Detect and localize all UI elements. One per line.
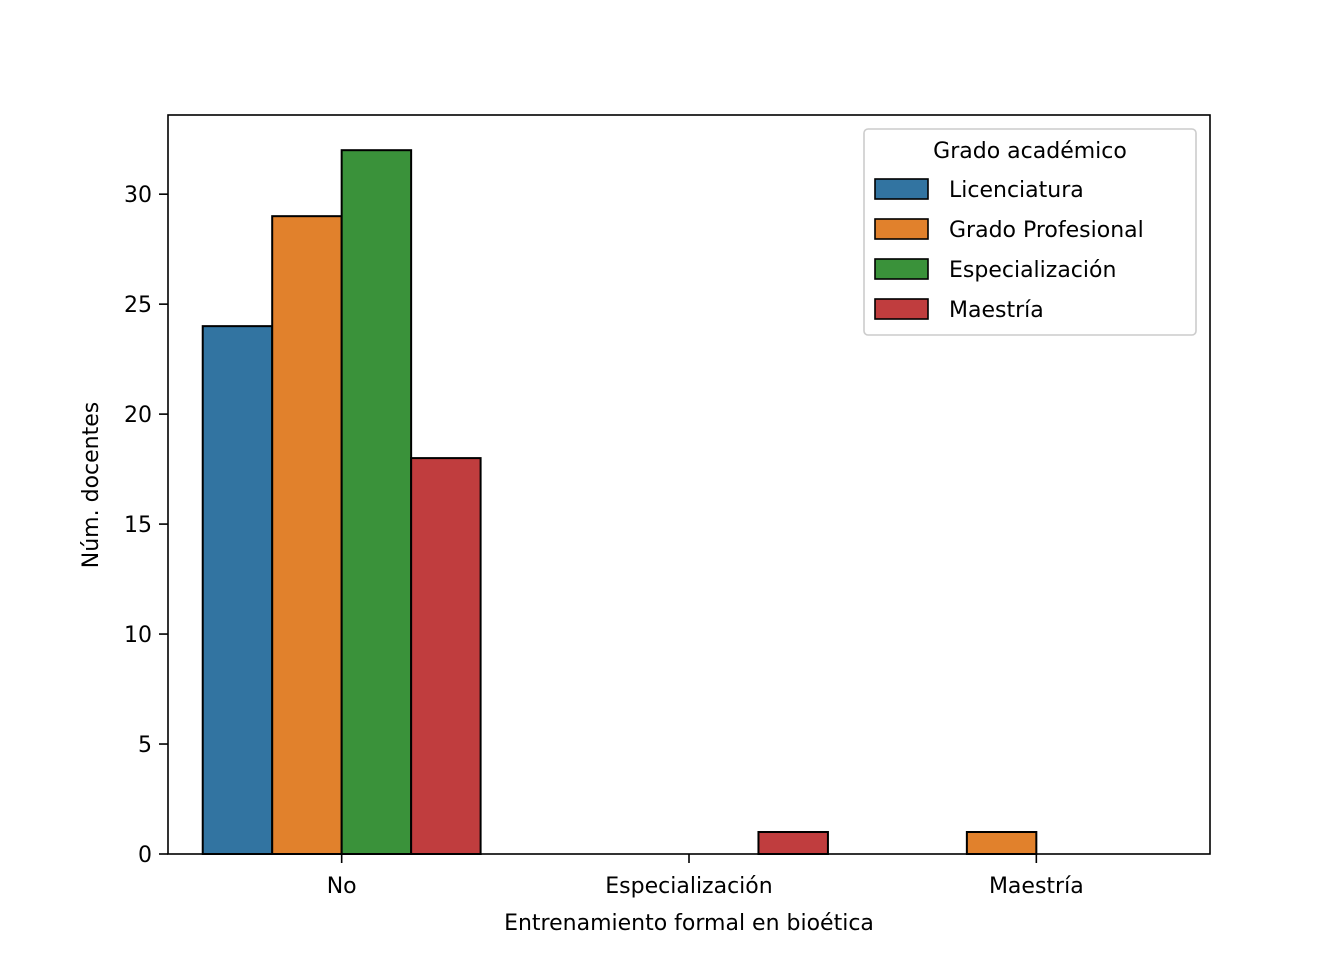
bar-grado-profesional-no (271, 215, 343, 856)
legend-title: Grado académico (933, 139, 1127, 164)
legend-label: Especialización (949, 258, 1116, 283)
x-tick-label: Especialización (605, 874, 772, 899)
y-tick-label: 25 (124, 293, 152, 318)
legend-label: Grado Profesional (949, 218, 1144, 243)
legend-frame (863, 128, 1197, 336)
bar-maestr-a-no (410, 457, 482, 855)
bar-grado-profesional-maestr-a (965, 831, 1038, 856)
x-axis-ticks: No Especialización Maestría (327, 854, 1084, 899)
x-tick-label: Maestría (989, 874, 1084, 899)
legend-swatch (874, 258, 929, 280)
legend: Grado académico Licenciatura Grado Profes… (863, 128, 1197, 336)
bars-group (201, 149, 1038, 856)
legend-swatch (874, 298, 929, 320)
y-tick-label: 20 (124, 403, 152, 428)
y-axis-label: Núm. docentes (79, 402, 104, 568)
y-axis-ticks: 0 5 10 15 20 25 30 (124, 183, 168, 868)
y-tick-label: 10 (124, 623, 152, 648)
y-tick-label: 5 (138, 733, 152, 758)
bar-licenciatura-no (201, 325, 274, 855)
legend-label: Maestría (949, 298, 1044, 323)
bar-especializaci-n-no (340, 149, 413, 855)
bar-maestr-a-especializaci-n (757, 831, 829, 856)
legend-items: Licenciatura Grado Profesional Especializa… (874, 178, 1144, 323)
x-tick-label: No (327, 874, 357, 899)
y-tick-label: 30 (124, 183, 152, 208)
legend-label: Licenciatura (949, 178, 1084, 203)
y-tick-label: 15 (124, 513, 152, 538)
legend-swatch (874, 178, 929, 200)
legend-swatch (874, 218, 929, 240)
y-tick-label: 0 (138, 843, 152, 868)
x-axis-label: Entrenamiento formal en bioética (504, 911, 874, 936)
